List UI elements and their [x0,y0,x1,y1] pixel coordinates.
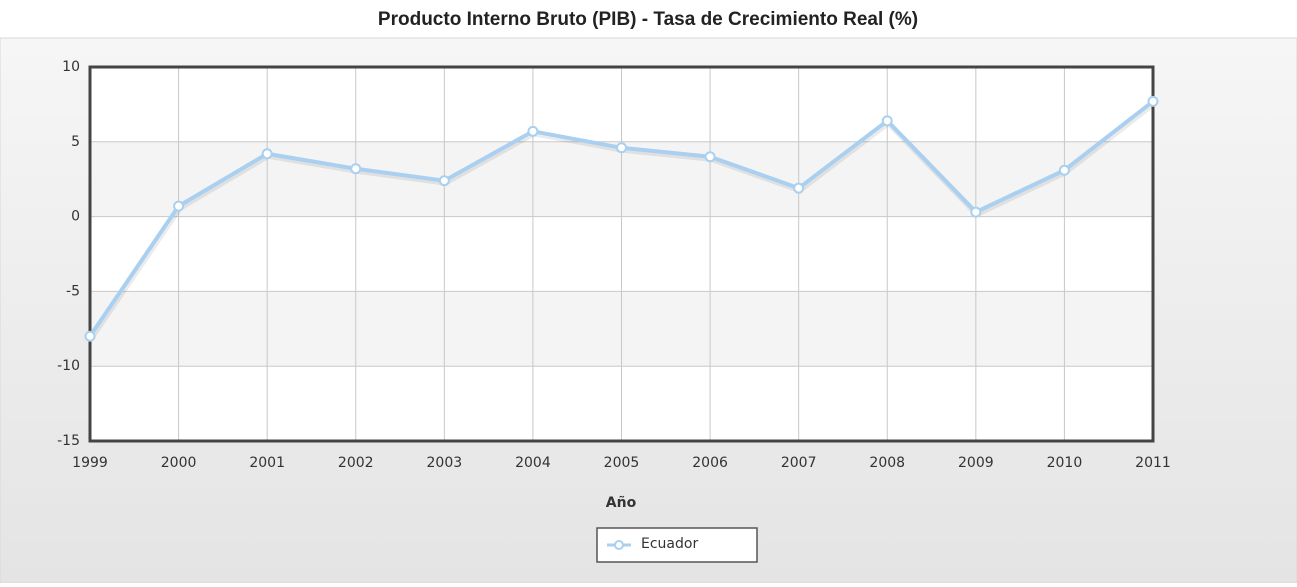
data-point [616,142,627,154]
x-tick-label: 1999 [72,455,108,471]
chart-title: Producto Interno Bruto (PIB) - Tasa de C… [378,9,918,30]
x-tick-label: 2003 [427,455,463,471]
y-tick-label: -10 [57,358,80,374]
data-point [970,206,982,218]
x-tick-label: 2006 [692,455,728,471]
data-point [1147,95,1159,107]
data-point [350,163,362,175]
data-point [438,175,450,187]
x-tick-label: 2000 [161,455,197,471]
x-tick-label: 2002 [338,455,374,471]
data-point [881,115,893,127]
y-tick-label: 10 [62,59,80,75]
x-tick-label: 2007 [781,455,817,471]
data-point [261,148,273,160]
y-tick-label: 0 [71,209,80,225]
legend-label: Ecuador [641,536,698,552]
data-point [84,330,96,342]
data-point [793,182,805,194]
x-tick-label: 2005 [604,455,640,471]
x-tick-label: 2011 [1135,455,1171,471]
y-tick-label: -15 [57,433,80,449]
data-point [704,151,716,163]
y-tick-label: 5 [71,134,80,150]
data-point [1058,164,1070,176]
x-tick-label: 2010 [1047,455,1083,471]
x-tick-label: 2008 [869,455,905,471]
legend: Ecuador [596,527,758,563]
y-tick-label: -5 [66,283,80,299]
x-axis-label: Año [606,495,637,511]
x-tick-label: 2001 [249,455,285,471]
legend-marker [614,540,624,550]
x-tick-label: 2004 [515,455,551,471]
data-point [173,200,185,212]
plot-border [88,65,1155,443]
data-point [527,125,539,137]
x-tick-label: 2009 [958,455,994,471]
